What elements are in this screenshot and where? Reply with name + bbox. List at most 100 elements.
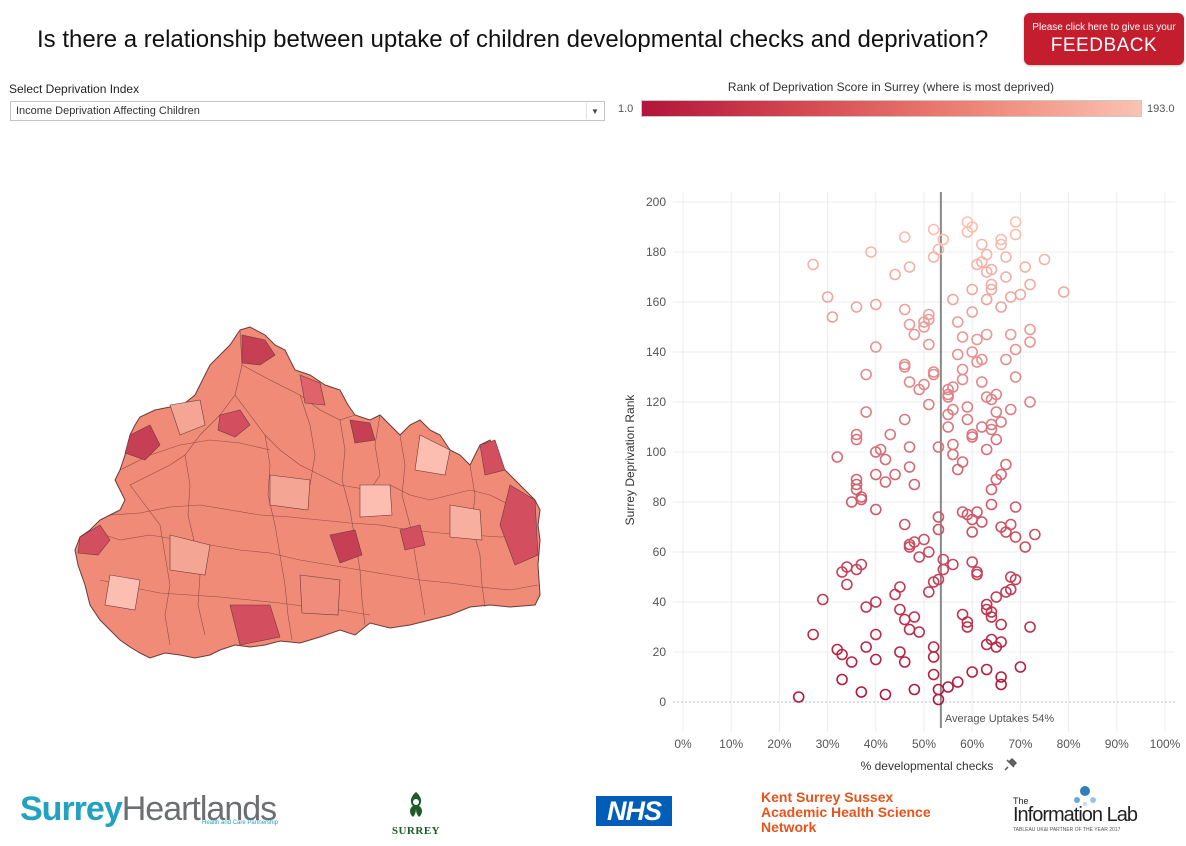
scatter-point[interactable] — [923, 308, 935, 321]
scatter-point[interactable] — [807, 628, 819, 641]
scatter-point[interactable] — [995, 233, 1007, 246]
scatter-point[interactable] — [980, 293, 993, 306]
scatter-point[interactable] — [966, 306, 979, 318]
scatter-points[interactable] — [792, 216, 1070, 706]
scatter-point[interactable] — [889, 268, 901, 281]
scatter-point[interactable] — [942, 681, 954, 693]
scatter-point[interactable] — [966, 556, 979, 568]
scatter-point[interactable] — [836, 648, 848, 661]
scatter-point[interactable] — [980, 328, 993, 341]
scatter-point[interactable] — [947, 448, 959, 461]
scatter-point[interactable] — [971, 333, 983, 346]
scatter-point[interactable] — [956, 363, 969, 376]
scatter-point[interactable] — [889, 468, 901, 481]
scatter-point[interactable] — [869, 628, 882, 641]
scatter-point[interactable] — [908, 611, 921, 623]
scatter-point[interactable] — [918, 378, 930, 391]
scatter-point[interactable] — [874, 443, 887, 456]
scatter-point[interactable] — [898, 613, 911, 626]
scatter-point[interactable] — [1029, 528, 1041, 541]
scatter-point[interactable] — [1024, 278, 1036, 291]
scatter-point[interactable] — [980, 663, 993, 676]
scatter-point[interactable] — [1004, 328, 1017, 341]
scatter-point[interactable] — [869, 503, 882, 516]
scatter-point[interactable] — [860, 368, 872, 381]
scatter-point[interactable] — [898, 361, 911, 373]
scatter-point[interactable] — [985, 606, 998, 618]
scatter-point[interactable] — [1004, 518, 1017, 531]
scatter-point[interactable] — [985, 278, 998, 291]
scatter-point[interactable] — [1057, 286, 1070, 298]
scatter-point[interactable] — [841, 578, 853, 591]
scatter-point[interactable] — [995, 671, 1007, 683]
surrey-choropleth-map[interactable] — [70, 325, 550, 665]
scatter-point[interactable] — [1019, 541, 1032, 553]
scatter-point[interactable] — [985, 498, 998, 511]
scatter-point[interactable] — [956, 456, 969, 468]
scatter-point[interactable] — [898, 303, 911, 316]
scatter-point[interactable] — [1009, 228, 1022, 241]
scatter-point[interactable] — [995, 238, 1007, 251]
scatter-point[interactable] — [966, 346, 979, 358]
scatter-point[interactable] — [1024, 336, 1036, 348]
scatter-point[interactable] — [1000, 353, 1012, 366]
scatter-point[interactable] — [1009, 501, 1022, 513]
scatter-point[interactable] — [855, 558, 868, 571]
scatter-point[interactable] — [961, 621, 974, 633]
scatter-point[interactable] — [947, 558, 959, 571]
scatter-point[interactable] — [980, 443, 993, 456]
scatter-point[interactable] — [990, 406, 1003, 418]
scatter-point[interactable] — [923, 398, 935, 411]
scatter-point[interactable] — [884, 428, 897, 441]
scatter-point[interactable] — [1024, 621, 1036, 633]
scatter-point[interactable] — [927, 641, 940, 653]
scatter-point[interactable] — [898, 231, 911, 243]
scatter-point[interactable] — [932, 441, 945, 453]
scatter-point[interactable] — [869, 468, 882, 481]
scatter-point[interactable] — [956, 331, 969, 343]
scatter-point[interactable] — [932, 523, 945, 536]
scatter-point[interactable] — [1004, 583, 1017, 596]
pin-icon[interactable] — [1004, 757, 1018, 771]
scatter-point[interactable] — [927, 251, 940, 263]
scatter-point[interactable] — [927, 668, 940, 681]
scatter-point[interactable] — [1019, 261, 1032, 273]
scatter-point[interactable] — [850, 301, 863, 313]
scatter-point[interactable] — [980, 391, 993, 403]
scatter-point[interactable] — [836, 673, 848, 686]
scatter-point[interactable] — [923, 546, 935, 558]
scatter-point[interactable] — [927, 366, 940, 378]
scatter-point[interactable] — [990, 433, 1003, 446]
scatter-point[interactable] — [923, 586, 935, 598]
scatter-point[interactable] — [947, 293, 959, 306]
scatter-point[interactable] — [913, 551, 925, 563]
scatter-point[interactable] — [985, 283, 998, 296]
scatter-point[interactable] — [850, 478, 863, 491]
scatter-point[interactable] — [1004, 403, 1017, 416]
scatter-point[interactable] — [1000, 458, 1012, 471]
scatter-point[interactable] — [869, 596, 882, 608]
scatter-point[interactable] — [1024, 396, 1036, 408]
scatter-point[interactable] — [966, 221, 979, 233]
scatter-point[interactable] — [951, 348, 964, 361]
scatter-point[interactable] — [865, 246, 877, 258]
scatter-point[interactable] — [1014, 661, 1027, 673]
chevron-down-icon[interactable]: ▼ — [586, 103, 603, 119]
scatter-point[interactable] — [995, 618, 1007, 631]
scatter-point[interactable] — [947, 438, 959, 451]
scatter-point[interactable] — [923, 338, 935, 351]
scatter-point[interactable] — [850, 433, 863, 446]
scatter-point[interactable] — [971, 258, 983, 271]
scatter-point[interactable] — [903, 441, 916, 453]
scatter-point[interactable] — [927, 651, 940, 663]
scatter-point[interactable] — [879, 453, 892, 466]
scatter-point[interactable] — [869, 298, 882, 311]
scatter-point[interactable] — [1009, 343, 1022, 356]
feedback-button[interactable]: Please click here to give us your FEEDBA… — [1024, 13, 1184, 65]
scatter-point[interactable] — [985, 483, 998, 496]
scatter-point[interactable] — [966, 431, 979, 443]
scatter-point[interactable] — [908, 683, 921, 696]
scatter-point[interactable] — [816, 593, 829, 606]
scatter-point[interactable] — [845, 656, 858, 668]
scatter-point[interactable] — [1024, 323, 1036, 336]
